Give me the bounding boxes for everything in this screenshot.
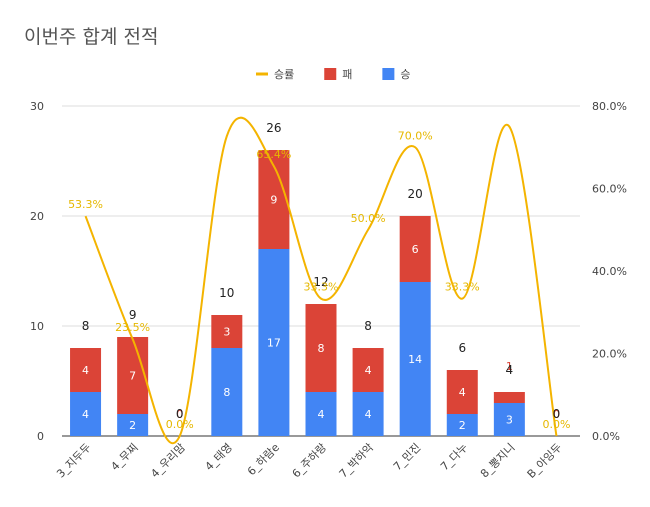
total-label: 26 (266, 121, 281, 135)
bar-win (70, 392, 102, 436)
y2-tick-label: 40.0% (592, 265, 627, 278)
chart-title: 이번주 합계 전적 (24, 26, 159, 48)
bar-win (258, 249, 290, 436)
win-rate-line (84, 116, 558, 445)
legend-label: 패 (342, 68, 352, 81)
win-rate-label: 70.0% (398, 129, 433, 142)
legend-box-swatch (324, 68, 337, 80)
loss-label: 4 (459, 386, 466, 399)
x-tick-label: 6_하람e (244, 440, 282, 478)
win-label: 4 (365, 408, 372, 421)
y-tick-label: 20 (30, 210, 44, 223)
win-rate-label: 50.0% (351, 212, 386, 225)
legend-label: 승 (400, 68, 410, 81)
win-label: 8 (223, 386, 230, 399)
loss-label: 4 (365, 364, 372, 377)
y2-tick-label: 80.0% (592, 100, 627, 113)
legend-box-swatch (382, 68, 395, 80)
win-label: 17 (267, 337, 281, 350)
bar-loss (493, 392, 525, 403)
win-label: 14 (408, 353, 422, 366)
loss-label: 9 (270, 194, 277, 207)
stacked-bars (70, 150, 525, 436)
win-rate-label: 0.0% (542, 418, 570, 431)
bar-win (305, 392, 337, 436)
win-label: 2 (459, 419, 466, 432)
total-label: 8 (364, 319, 372, 333)
total-label: 6 (458, 341, 466, 355)
win-label: 2 (129, 419, 136, 432)
win-label: 4 (82, 408, 89, 421)
x-tick-label: 8_뽕지니 (478, 441, 517, 480)
bar-loss (305, 304, 337, 392)
loss-label: 6 (412, 243, 419, 256)
legend: 승률 패 승 (256, 68, 411, 81)
y-tick-label: 30 (30, 100, 44, 113)
bar-win (446, 414, 478, 436)
total-label: 4 (506, 363, 514, 377)
bar-loss (399, 216, 431, 282)
x-tick-label: 3_지두두 (54, 441, 93, 480)
win-label: 4 (318, 408, 325, 421)
x-tick-label: 4_무찌 (108, 441, 140, 473)
loss-label: 4 (82, 364, 89, 377)
y2-tick-label: 0.0% (592, 430, 620, 443)
win-rate-label: 33.3% (445, 281, 480, 294)
loss-label: 8 (318, 342, 325, 355)
loss-label: 7 (129, 370, 136, 383)
y2-tick-label: 60.0% (592, 183, 627, 196)
loss-label: 0 (553, 408, 560, 421)
total-label: 12 (313, 275, 328, 289)
total-label: 0 (553, 407, 561, 421)
loss-label: 3 (223, 326, 230, 339)
total-label: 10 (219, 286, 234, 300)
win-label: 3 (506, 414, 513, 427)
total-label: 0 (176, 407, 184, 421)
y-tick-label: 0 (37, 430, 44, 443)
x-tick-label: 7_박하악 (336, 440, 376, 480)
bar-loss (352, 348, 384, 392)
win-rate-label: 53.3% (68, 198, 103, 211)
bar-win (117, 414, 149, 436)
bar-loss (117, 337, 149, 414)
bar-loss (70, 348, 102, 392)
x-tick-label: 7_다누 (438, 441, 470, 473)
bar-loss (446, 370, 478, 414)
total-label: 8 (82, 319, 90, 333)
x-tick-label: 7_민진 (391, 441, 423, 473)
win-rate-label: 65.4% (256, 148, 291, 161)
y2-tick-label: 20.0% (592, 348, 627, 361)
y-tick-label: 10 (30, 320, 44, 333)
x-tick-label: 4_태영 (203, 441, 235, 473)
legend-label: 승률 (274, 68, 294, 81)
win-rate-line (84, 116, 558, 445)
x-tick-label: 6_주하랑 (289, 440, 329, 480)
win-rate-label: 23.5% (115, 321, 150, 334)
bar-win (211, 348, 243, 436)
x-tick-label: B_아잉두 (525, 441, 565, 481)
total-label: 20 (408, 187, 423, 201)
bar-win (352, 392, 384, 436)
win-rate-label: 33.3% (304, 281, 339, 294)
loss-label: 0 (176, 408, 183, 421)
bar-loss (211, 315, 243, 348)
win-rate-label: 0.0% (166, 418, 194, 431)
x-tick-label: 4_우리맘 (148, 441, 187, 480)
bar-win (493, 403, 525, 436)
bar-win (399, 282, 431, 436)
loss-label: 1 (506, 360, 513, 373)
total-label: 9 (129, 308, 137, 322)
